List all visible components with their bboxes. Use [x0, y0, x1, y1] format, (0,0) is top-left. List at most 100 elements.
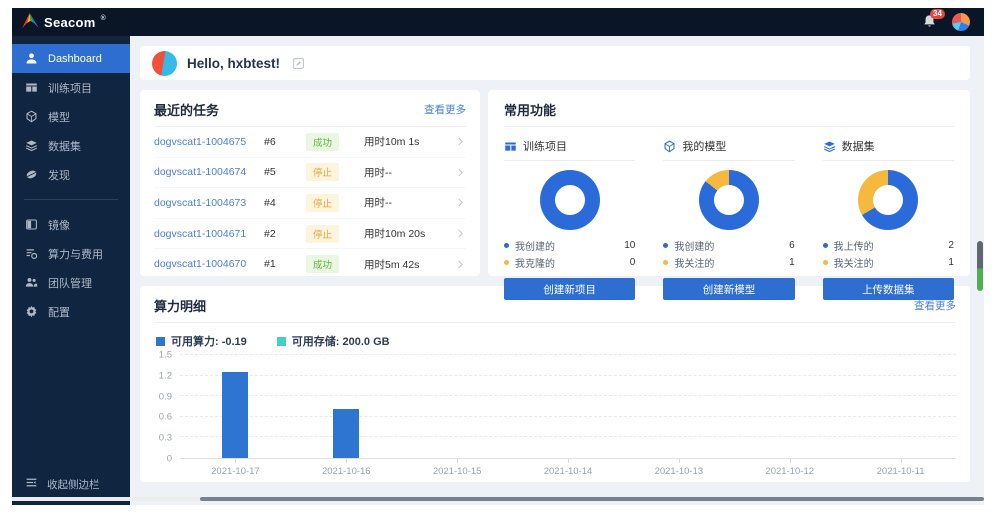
- edit-icon[interactable]: [292, 57, 305, 70]
- user-avatar[interactable]: [952, 13, 970, 31]
- sidebar-collapse-button[interactable]: 收起侧边栏: [12, 471, 130, 497]
- horizontal-scrollbar-thumb[interactable]: [200, 497, 984, 501]
- status-badge: 停止: [306, 163, 340, 182]
- function-card-header: 数据集: [822, 138, 954, 161]
- sidebar-item-label: 模型: [48, 111, 70, 124]
- task-name-link[interactable]: dogvscat1-1004670: [154, 258, 247, 271]
- sidebar-item-training-projects[interactable]: 训练项目: [12, 73, 130, 102]
- tasks-view-more-link[interactable]: 查看更多: [424, 104, 466, 116]
- donut-legend-row: 我上传的 2: [822, 237, 954, 254]
- gridline: [180, 395, 956, 397]
- model-icon: [25, 110, 39, 124]
- task-name-link[interactable]: dogvscat1-1004671: [154, 227, 247, 240]
- legend-label: 我上传的: [833, 242, 874, 253]
- task-name-link[interactable]: dogvscat1-1004673: [154, 196, 247, 209]
- task-run-number: #4: [264, 196, 276, 209]
- chevron-right-icon[interactable]: [455, 197, 466, 208]
- task-name-link[interactable]: dogvscat1-1004674: [154, 166, 247, 179]
- task-status-cell: 停止: [306, 163, 364, 182]
- vertical-scrollbar-thumb[interactable]: [977, 241, 983, 291]
- task-row[interactable]: dogvscat1-1004670 #1 成功 用时5m 42s: [154, 249, 466, 279]
- chart-y-axis: 0 0.3 0.6 0.9 1.2 1.5: [154, 350, 180, 465]
- task-row[interactable]: dogvscat1-1004671 #2 停止 用时10m 20s: [154, 219, 466, 250]
- x-tick-mark: [900, 459, 902, 463]
- legend-dot: [663, 260, 669, 265]
- sidebar-item-dashboard[interactable]: Dashboard: [12, 44, 130, 73]
- x-tick-mark: [678, 459, 680, 463]
- bar: [333, 409, 360, 458]
- sidebar-item-compute-cost[interactable]: 算力与费用: [12, 239, 130, 268]
- sidebar-item-discover[interactable]: 发现: [12, 160, 130, 189]
- bar-slot: [180, 355, 291, 458]
- sidebar-item-datasets[interactable]: 数据集: [12, 131, 130, 160]
- sidebar: Dashboard 训练项目模型数据集发现 镜像 算力与费用 团队管理 配置 收起侧边栏: [12, 36, 130, 505]
- notification-badge: 34: [930, 9, 945, 19]
- sidebar-item-images[interactable]: 镜像: [12, 210, 130, 239]
- chevron-right-icon[interactable]: [455, 228, 466, 239]
- collapse-icon: [25, 476, 38, 492]
- legend-swatch: [156, 336, 165, 346]
- function-card-datasets: 数据集我上传的 2 我关注的 1 上传数据集: [822, 138, 954, 300]
- recent-tasks-header: 最近的任务 查看更多: [154, 100, 466, 127]
- gridline: [180, 354, 956, 355]
- create-new-project-button[interactable]: 创建新项目: [504, 278, 636, 300]
- legend-value: 6: [789, 240, 795, 251]
- compute-view-more-link[interactable]: 查看更多: [914, 300, 956, 312]
- x-tick-label: 2021-10-16: [291, 459, 402, 477]
- x-tick-label: 2021-10-11: [845, 459, 956, 477]
- sidebar-item-models[interactable]: 模型: [12, 102, 130, 131]
- task-name-link[interactable]: dogvscat1-1004675: [154, 135, 247, 148]
- user-icon: [25, 52, 39, 66]
- create-new-model-button[interactable]: 创建新模型: [663, 278, 795, 300]
- function-card-my-models: 我的模型 我创建的 6 我关注的 1 创建新模型: [663, 138, 795, 300]
- legend-label: 我关注的: [674, 259, 715, 270]
- settings-icon: [25, 305, 39, 319]
- greeting-text: Hello, hxbtest!: [187, 55, 281, 71]
- task-duration: 用时--: [364, 197, 392, 210]
- task-run-number: #6: [264, 135, 276, 148]
- task-status-cell: 停止: [306, 224, 364, 243]
- legend-dot: [822, 260, 828, 265]
- app-frame: Dashboard 训练项目 模型 数据集 发现 镜像 算力与费用 团队管理 配置 收起侧边栏…: [12, 36, 984, 505]
- upload-dataset-button[interactable]: 上传数据集: [822, 278, 954, 300]
- sidebar-item-settings[interactable]: 配置: [12, 297, 130, 326]
- x-tick-label: 2021-10-17: [180, 459, 291, 477]
- legend-value: 10: [624, 240, 636, 251]
- model-icon: [663, 140, 676, 153]
- x-label-text: 2021-10-14: [543, 466, 593, 477]
- chevron-right-icon[interactable]: [455, 136, 466, 147]
- function-card-title: 训练项目: [523, 141, 567, 153]
- bar-slot: [513, 355, 624, 458]
- task-row[interactable]: dogvscat1-1004675 #6 成功 用时10m 1s: [154, 127, 466, 158]
- chart-legend-label: 可用存储: 200.0 GB: [291, 336, 390, 348]
- logo[interactable]: Seacom ®: [22, 13, 106, 31]
- notification-bell-icon[interactable]: 34: [922, 9, 945, 30]
- status-badge: 成功: [306, 132, 340, 151]
- dashboard-top-row: 最近的任务 查看更多 dogvscat1-1004675 #6 成功 用时10m 1s…: [140, 90, 970, 300]
- greeting-card: Hello, hxbtest!: [140, 46, 970, 80]
- compute-detail-panel: 算力明细 查看更多 可用算力: -0.19 可用存储: 200.0 GB 0 0.3…: [140, 286, 970, 482]
- donut-legend-row: 我关注的 1: [822, 254, 954, 271]
- function-card-training-projects: 训练项目 我创建的 10 我克隆的 0 创建新项目: [504, 138, 636, 300]
- donut-chart: [698, 170, 759, 230]
- chevron-right-icon[interactable]: [455, 259, 466, 270]
- topbar: Seacom ® 34: [12, 8, 984, 36]
- gridline: [180, 415, 956, 417]
- compute-title: 算力明细: [154, 299, 207, 314]
- sidebar-item-team-management[interactable]: 团队管理: [12, 268, 130, 297]
- sidebar-secondary-group: 镜像 算力与费用 团队管理 配置: [12, 210, 130, 326]
- legend-value: 1: [948, 257, 954, 268]
- x-label-text: 2021-10-15: [432, 466, 482, 477]
- sidebar-item-label: 发现: [48, 169, 70, 182]
- status-badge: 停止: [306, 224, 340, 243]
- task-row[interactable]: dogvscat1-1004673 #4 停止 用时--: [154, 188, 466, 219]
- x-tick-mark: [789, 459, 791, 463]
- app-window: Seacom ® 34 Dashboard 训练项目 模型 数据集 发现 镜像 算力与费用…: [12, 8, 984, 505]
- task-row[interactable]: dogvscat1-1004674 #5 停止 用时--: [154, 158, 466, 189]
- topbar-right: 34: [922, 9, 970, 31]
- legend-value: 0: [629, 257, 636, 268]
- greeting-avatar: [152, 50, 177, 76]
- chevron-right-icon[interactable]: [455, 167, 466, 178]
- discover-icon: [25, 168, 39, 182]
- x-label-text: 2021-10-17: [211, 466, 260, 477]
